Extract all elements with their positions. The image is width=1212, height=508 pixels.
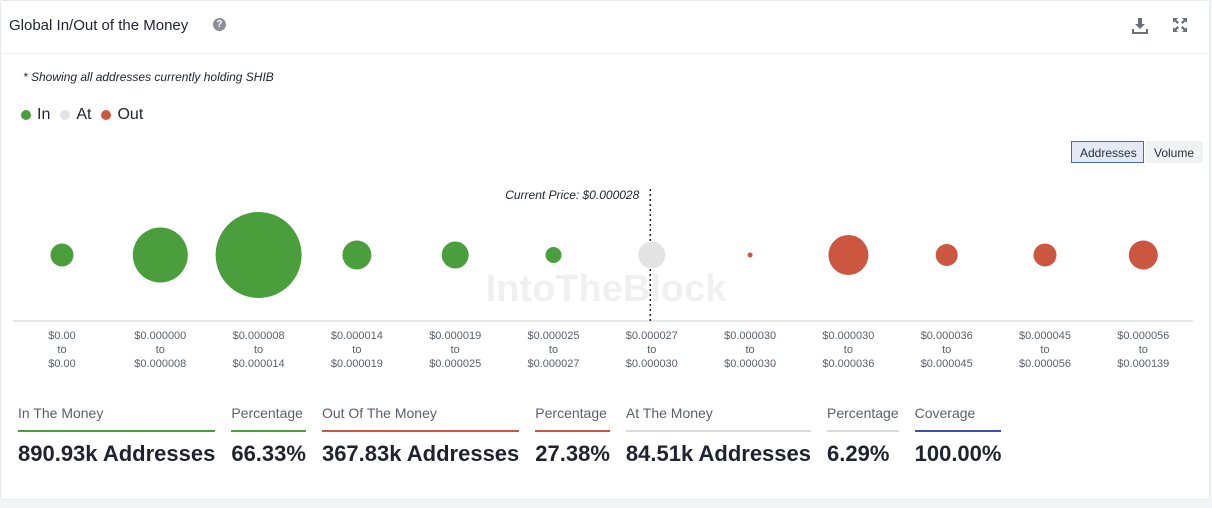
stat-label: Out Of The Money	[321, 405, 520, 432]
x-tick-label: $0.000014	[331, 330, 383, 342]
x-tick-label: $0.000036	[822, 358, 874, 370]
x-tick-label: $0.000025	[528, 330, 580, 342]
stat-value: 27.38%	[535, 441, 610, 466]
x-tick-label: $0.000056	[1117, 330, 1169, 342]
legend-label-at: At	[76, 106, 92, 123]
stat-label: Coverage	[914, 405, 1002, 432]
x-tick-label: $0.000030	[724, 330, 776, 342]
bubble-in[interactable]	[545, 247, 562, 263]
help-icon[interactable]: ?	[213, 18, 226, 31]
bubble-chart: IntoTheBlock Current Price: $0.000028 $0.0…	[13, 188, 1193, 370]
legend-item-in[interactable]: In	[21, 106, 50, 124]
x-tick-label: to	[746, 344, 755, 356]
x-tick-label: to	[451, 344, 460, 356]
bubble-in[interactable]	[441, 241, 469, 269]
current-price-label: Current Price: $0.000028	[505, 188, 639, 202]
volume-toggle-button[interactable]: Volume	[1145, 141, 1203, 163]
stat-value: 367.83k Addresses	[321, 441, 520, 466]
legend-item-out[interactable]: Out	[101, 106, 143, 124]
x-tick-label: $0.000027	[528, 358, 580, 370]
x-tick-label: $0.000008	[134, 358, 186, 370]
watermark: IntoTheBlock	[486, 268, 728, 310]
stat-value: 84.51k Addresses	[625, 441, 811, 466]
stats-row: In The Money 890.93k Addresses Percentag…	[18, 405, 1017, 467]
card-title: Global In/Out of the Money	[9, 17, 189, 34]
stat-label: Percentage	[827, 405, 899, 432]
legend-label-in: In	[37, 106, 51, 123]
download-icon[interactable]	[1131, 17, 1149, 35]
bubble-out[interactable]	[828, 235, 869, 275]
x-tick-label: $0.000030	[724, 358, 776, 370]
x-tick-label: to	[942, 344, 951, 356]
stat-coverage: Coverage 100.00%	[914, 405, 1002, 467]
x-tick-label: $0.000030	[626, 358, 678, 370]
legend-label-out: Out	[117, 106, 144, 123]
bubble-out[interactable]	[935, 244, 958, 266]
x-tick-label: $0.000045	[921, 358, 973, 370]
x-tick-label: $0.000030	[822, 330, 874, 342]
x-tick-label: $0.000008	[233, 330, 285, 342]
x-tick-label: to	[254, 344, 263, 356]
holders-note: * Showing all addresses currently holdin…	[23, 70, 274, 84]
x-tick-label: to	[844, 344, 853, 356]
stat-label: At The Money	[625, 405, 811, 432]
bubble-in[interactable]	[132, 227, 188, 283]
x-tick-label: $0.000019	[429, 330, 481, 342]
x-tick-label: $0.000025	[429, 358, 481, 370]
stat-label: Percentage	[535, 405, 610, 432]
stat-label: In The Money	[18, 405, 216, 432]
x-tick-label: $0.000027	[626, 330, 678, 342]
legend-dot-at	[60, 110, 71, 120]
legend-dot-out	[101, 110, 112, 120]
stat-at-percentage: Percentage 6.29%	[827, 405, 899, 467]
stat-in-percentage: Percentage 66.33%	[231, 405, 306, 467]
stat-at-the-money: At The Money 84.51k Addresses	[625, 405, 811, 467]
stat-label: Percentage	[231, 405, 306, 432]
bubble-at[interactable]	[638, 241, 666, 269]
stat-in-the-money: In The Money 890.93k Addresses	[18, 405, 216, 467]
bubble-out[interactable]	[1128, 240, 1158, 270]
legend-dot-in	[21, 110, 31, 120]
x-tick-label: to	[647, 344, 656, 356]
legend-item-at[interactable]: At	[60, 106, 91, 124]
x-tick-label: $0.000139	[1117, 358, 1169, 370]
x-tick-label: $0.000056	[1019, 358, 1071, 370]
x-tick-label: $0.000045	[1019, 330, 1071, 342]
stat-out-percentage: Percentage 27.38%	[535, 405, 610, 467]
x-tick-label: $0.000000	[134, 330, 186, 342]
stat-out-of-the-money: Out Of The Money 367.83k Addresses	[321, 405, 520, 467]
bubble-out[interactable]	[747, 252, 753, 258]
stat-value: 6.29%	[827, 441, 890, 466]
card-header: Global In/Out of the Money ?	[1, 1, 1209, 54]
addresses-toggle-button[interactable]: Addresses	[1071, 141, 1144, 163]
x-tick-label: $0.00	[48, 358, 76, 370]
x-tick-label: to	[156, 344, 165, 356]
x-tick-label: $0.000036	[921, 330, 973, 342]
bubble-in[interactable]	[50, 243, 74, 267]
stat-value: 66.33%	[231, 441, 306, 466]
x-tick-label: $0.000014	[233, 358, 285, 370]
stat-value: 890.93k Addresses	[18, 441, 216, 466]
x-tick-label: to	[1139, 344, 1148, 356]
metric-toggle: Addresses Volume	[1071, 141, 1203, 163]
chart-legend: In At Out	[21, 106, 153, 124]
stat-value: 100.00%	[914, 441, 1002, 466]
x-tick-label: to	[1040, 344, 1049, 356]
x-tick-label: to	[352, 344, 361, 356]
bubble-in[interactable]	[215, 212, 302, 298]
x-tick-label: to	[57, 344, 66, 356]
expand-icon[interactable]	[1172, 17, 1188, 33]
x-tick-label: $0.000019	[331, 358, 383, 370]
bubble-in[interactable]	[342, 240, 372, 270]
x-tick-label: to	[549, 344, 558, 356]
x-tick-label: $0.00	[48, 330, 76, 342]
bubble-out[interactable]	[1033, 243, 1057, 267]
